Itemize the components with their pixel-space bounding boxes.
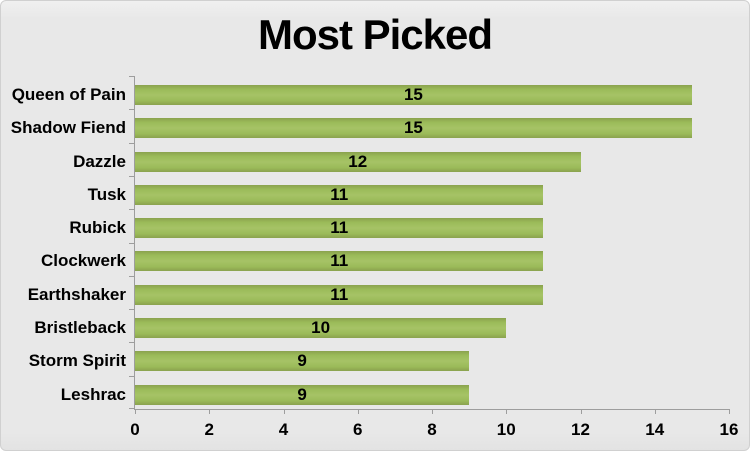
y-axis-tick <box>129 309 135 311</box>
x-axis-tick <box>654 409 656 414</box>
category-label: Shadow Fiend <box>10 118 126 138</box>
y-axis-tick <box>129 142 135 144</box>
chart-row: Storm Spirit 9 <box>29 342 729 375</box>
category-label: Clockwerk <box>40 251 126 271</box>
x-axis-tick-label: 6 <box>353 420 363 439</box>
category-label: Queen of Pain <box>11 85 126 104</box>
bar-rows: Queen of Pain 15 Shadow Fiend 15 Dazzle 12 Tus… <box>11 76 729 409</box>
bar-value-label: 15 <box>403 118 423 138</box>
chart-row: Queen of Pain 15 <box>12 76 729 109</box>
y-axis-tick <box>129 76 135 77</box>
x-axis-tick-label: 10 <box>496 420 516 439</box>
x-axis-tick <box>209 409 211 414</box>
bar-value-label: 9 <box>297 384 307 404</box>
bar: 11 <box>135 184 544 205</box>
x-axis-tick <box>135 409 136 414</box>
x-axis-tick-label: 12 <box>571 420 590 439</box>
x-axis-tick <box>432 409 433 414</box>
chart-row: Tusk 11 <box>88 176 729 209</box>
x-axis-tick <box>580 409 582 414</box>
chart-row: Rubick 11 <box>69 209 729 242</box>
category-label: Leshrac <box>60 384 126 404</box>
bar-value-label: 15 <box>403 85 423 104</box>
chart-title: Most Picked <box>257 11 493 58</box>
bar-value-label: 11 <box>330 218 349 238</box>
y-axis-tick <box>129 175 135 177</box>
bar-value-label: 11 <box>330 251 349 271</box>
category-label: Dazzle <box>73 151 126 171</box>
chart-row: Leshrac 9 <box>61 376 729 409</box>
bar: 9 <box>135 351 470 372</box>
bar: 15 <box>135 118 692 139</box>
x-axis-tick-label: 4 <box>278 420 289 439</box>
bar: 11 <box>135 218 544 239</box>
x-axis-tick <box>357 409 359 414</box>
chart-row: Earthshaker 11 <box>28 276 729 309</box>
category-label: Bristleback <box>34 318 126 338</box>
y-axis-tick <box>129 342 135 344</box>
chart-row: Dazzle 12 <box>73 143 729 176</box>
bar-value-label: 9 <box>297 351 307 371</box>
x-axis-tick <box>283 409 285 414</box>
x-axis-tick-label: 0 <box>130 420 140 439</box>
x-axis-tick <box>729 409 730 414</box>
y-axis-tick <box>129 375 135 377</box>
category-label: Tusk <box>87 184 126 204</box>
bar: 10 <box>135 318 507 339</box>
chart-row: Shadow Fiend 15 <box>11 109 729 142</box>
bar: 11 <box>135 251 544 272</box>
plot-area: Queen of Pain 15 Shadow Fiend 15 Dazzle 12 Tus… <box>11 76 738 439</box>
chart-row: Bristleback 10 <box>34 309 729 342</box>
bar-value-label: 11 <box>330 284 349 304</box>
bar-value-label: 12 <box>348 151 368 171</box>
y-axis-tick <box>129 242 135 244</box>
bar: 11 <box>135 284 544 305</box>
bar-value-label: 10 <box>311 318 331 338</box>
x-axis-tick-label: 8 <box>427 420 437 439</box>
y-axis-tick <box>129 209 135 211</box>
x-axis-tick-label: 14 <box>645 420 665 439</box>
category-label: Rubick <box>69 218 126 238</box>
bar: 15 <box>135 85 692 105</box>
bar: 9 <box>135 384 470 405</box>
x-axis-tick-label: 16 <box>719 420 739 439</box>
y-axis-tick <box>129 109 135 111</box>
x-axis-tick-label: 2 <box>204 420 214 439</box>
bar-value-label: 11 <box>330 184 349 204</box>
category-label: Earthshaker <box>27 284 126 304</box>
y-axis-tick <box>129 408 135 409</box>
bar: 12 <box>135 151 581 172</box>
chart-row: Clockwerk 11 <box>41 242 729 275</box>
x-axis-tick <box>506 409 508 414</box>
category-label: Storm Spirit <box>28 351 126 371</box>
y-axis-tick <box>129 275 135 277</box>
